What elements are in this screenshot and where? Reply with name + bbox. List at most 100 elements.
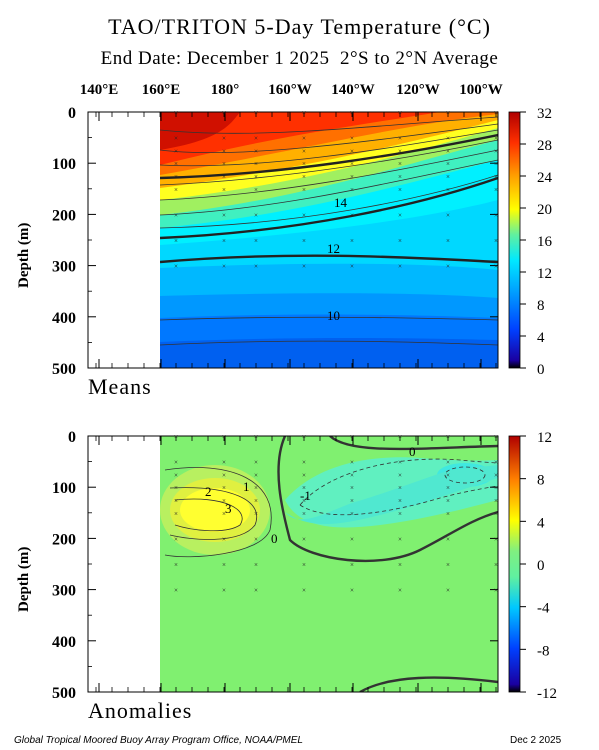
anomalies-y-tick-label-200: 200 bbox=[52, 531, 76, 548]
observation-marker: × bbox=[254, 160, 258, 168]
observation-marker: × bbox=[254, 459, 258, 467]
means-observation-markers: × × × × × × × × × × × × × × × × × × × × × × × × × × × × × × × × × × × × × × × ×… bbox=[174, 109, 498, 271]
means-y-tick-label-0: 0 bbox=[68, 105, 76, 122]
observation-marker: × bbox=[446, 160, 450, 168]
observation-marker: × bbox=[174, 173, 178, 181]
anomalies-y-tick-label-100: 100 bbox=[52, 480, 76, 497]
observation-marker: × bbox=[494, 135, 498, 143]
observation-marker: × bbox=[398, 173, 402, 181]
observation-marker: × bbox=[398, 211, 402, 219]
observation-marker: × bbox=[222, 433, 226, 441]
observation-marker: × bbox=[174, 535, 178, 543]
observation-marker: × bbox=[494, 263, 498, 271]
observation-marker: × bbox=[398, 561, 402, 569]
anomalies-colorbar-tick-label: -12 bbox=[537, 686, 557, 702]
anomalies-y-tick-label-500: 500 bbox=[52, 685, 76, 702]
observation-marker: × bbox=[494, 535, 498, 543]
observation-marker: × bbox=[254, 497, 258, 505]
observation-marker: × bbox=[174, 459, 178, 467]
observation-marker: × bbox=[350, 135, 354, 143]
lon-label-180: 180° bbox=[210, 82, 240, 98]
observation-marker: × bbox=[302, 459, 306, 467]
observation-marker: × bbox=[350, 535, 354, 543]
observation-marker: × bbox=[174, 263, 178, 271]
observation-marker: × bbox=[446, 510, 450, 518]
means-colorbar-tick-label: 32 bbox=[537, 106, 552, 122]
observation-marker: × bbox=[174, 484, 178, 492]
contour-label-2: 2 bbox=[205, 484, 212, 499]
observation-marker: × bbox=[446, 109, 450, 117]
observation-marker: × bbox=[494, 497, 498, 505]
observation-marker: × bbox=[446, 484, 450, 492]
observation-marker: × bbox=[174, 510, 178, 518]
observation-marker: × bbox=[302, 535, 306, 543]
observation-marker: × bbox=[222, 211, 226, 219]
observation-marker: × bbox=[494, 561, 498, 569]
observation-marker: × bbox=[302, 433, 306, 441]
observation-marker: × bbox=[350, 484, 354, 492]
observation-marker: × bbox=[174, 211, 178, 219]
observation-marker: × bbox=[494, 186, 498, 194]
observation-marker: × bbox=[350, 587, 354, 595]
observation-marker: × bbox=[446, 535, 450, 543]
observation-marker: × bbox=[254, 237, 258, 245]
lon-label-120w: 120°W bbox=[396, 82, 440, 98]
means-y-tick-label-400: 400 bbox=[52, 310, 76, 327]
means-colorbar: 32 28 24 20 16 12 8 4 0 bbox=[508, 106, 553, 378]
observation-marker: × bbox=[302, 510, 306, 518]
observation-marker: × bbox=[254, 109, 258, 117]
observation-marker: × bbox=[398, 535, 402, 543]
observation-marker: × bbox=[398, 433, 402, 441]
observation-marker: × bbox=[302, 263, 306, 271]
observation-marker: × bbox=[494, 173, 498, 181]
means-colorbar-tick-label: 4 bbox=[537, 330, 545, 346]
lon-label-160w: 160°W bbox=[268, 82, 312, 98]
observation-marker: × bbox=[446, 135, 450, 143]
means-colorbar-tick-label: 8 bbox=[537, 298, 545, 314]
observation-marker: × bbox=[446, 587, 450, 595]
means-colorbar-tick-label: 16 bbox=[537, 234, 553, 250]
contour-label-10: 10 bbox=[327, 308, 340, 323]
anomalies-y-tick-label-300: 300 bbox=[52, 583, 76, 600]
observation-marker: × bbox=[222, 587, 226, 595]
anomalies-y-tick-label-400: 400 bbox=[52, 634, 76, 651]
footer-date: Dec 2 2025 bbox=[510, 735, 562, 746]
observation-marker: × bbox=[494, 510, 498, 518]
means-plot bbox=[87, 111, 499, 369]
observation-marker: × bbox=[254, 433, 258, 441]
observation-marker: × bbox=[302, 471, 306, 479]
observation-marker: × bbox=[350, 160, 354, 168]
lon-label-140e: 140°E bbox=[79, 82, 119, 98]
observation-marker: × bbox=[350, 263, 354, 271]
anomalies-field bbox=[160, 436, 498, 692]
observation-marker: × bbox=[222, 497, 226, 505]
observation-marker: × bbox=[254, 147, 258, 155]
observation-marker: × bbox=[302, 186, 306, 194]
observation-marker: × bbox=[494, 160, 498, 168]
anomalies-colorbar-tick-label: -8 bbox=[537, 643, 550, 659]
observation-marker: × bbox=[398, 459, 402, 467]
observation-marker: × bbox=[398, 484, 402, 492]
observation-marker: × bbox=[254, 510, 258, 518]
observation-marker: × bbox=[254, 211, 258, 219]
observation-marker: × bbox=[222, 237, 226, 245]
observation-marker: × bbox=[174, 109, 178, 117]
observation-marker: × bbox=[174, 160, 178, 168]
observation-marker: × bbox=[174, 135, 178, 143]
observation-marker: × bbox=[494, 237, 498, 245]
observation-marker: × bbox=[398, 587, 402, 595]
means-colorbar-tick-label: 28 bbox=[537, 138, 552, 154]
means-y-tick-label-200: 200 bbox=[52, 207, 76, 224]
observation-marker: × bbox=[222, 484, 226, 492]
observation-marker: × bbox=[398, 160, 402, 168]
observation-marker: × bbox=[254, 471, 258, 479]
contour-label-0-top: 0 bbox=[409, 444, 416, 459]
footer-credit: Global Tropical Moored Buoy Array Progra… bbox=[14, 735, 303, 746]
observation-marker: × bbox=[222, 135, 226, 143]
observation-marker: × bbox=[446, 561, 450, 569]
observation-marker: × bbox=[302, 135, 306, 143]
observation-marker: × bbox=[222, 535, 226, 543]
observation-marker: × bbox=[398, 510, 402, 518]
observation-marker: × bbox=[494, 211, 498, 219]
